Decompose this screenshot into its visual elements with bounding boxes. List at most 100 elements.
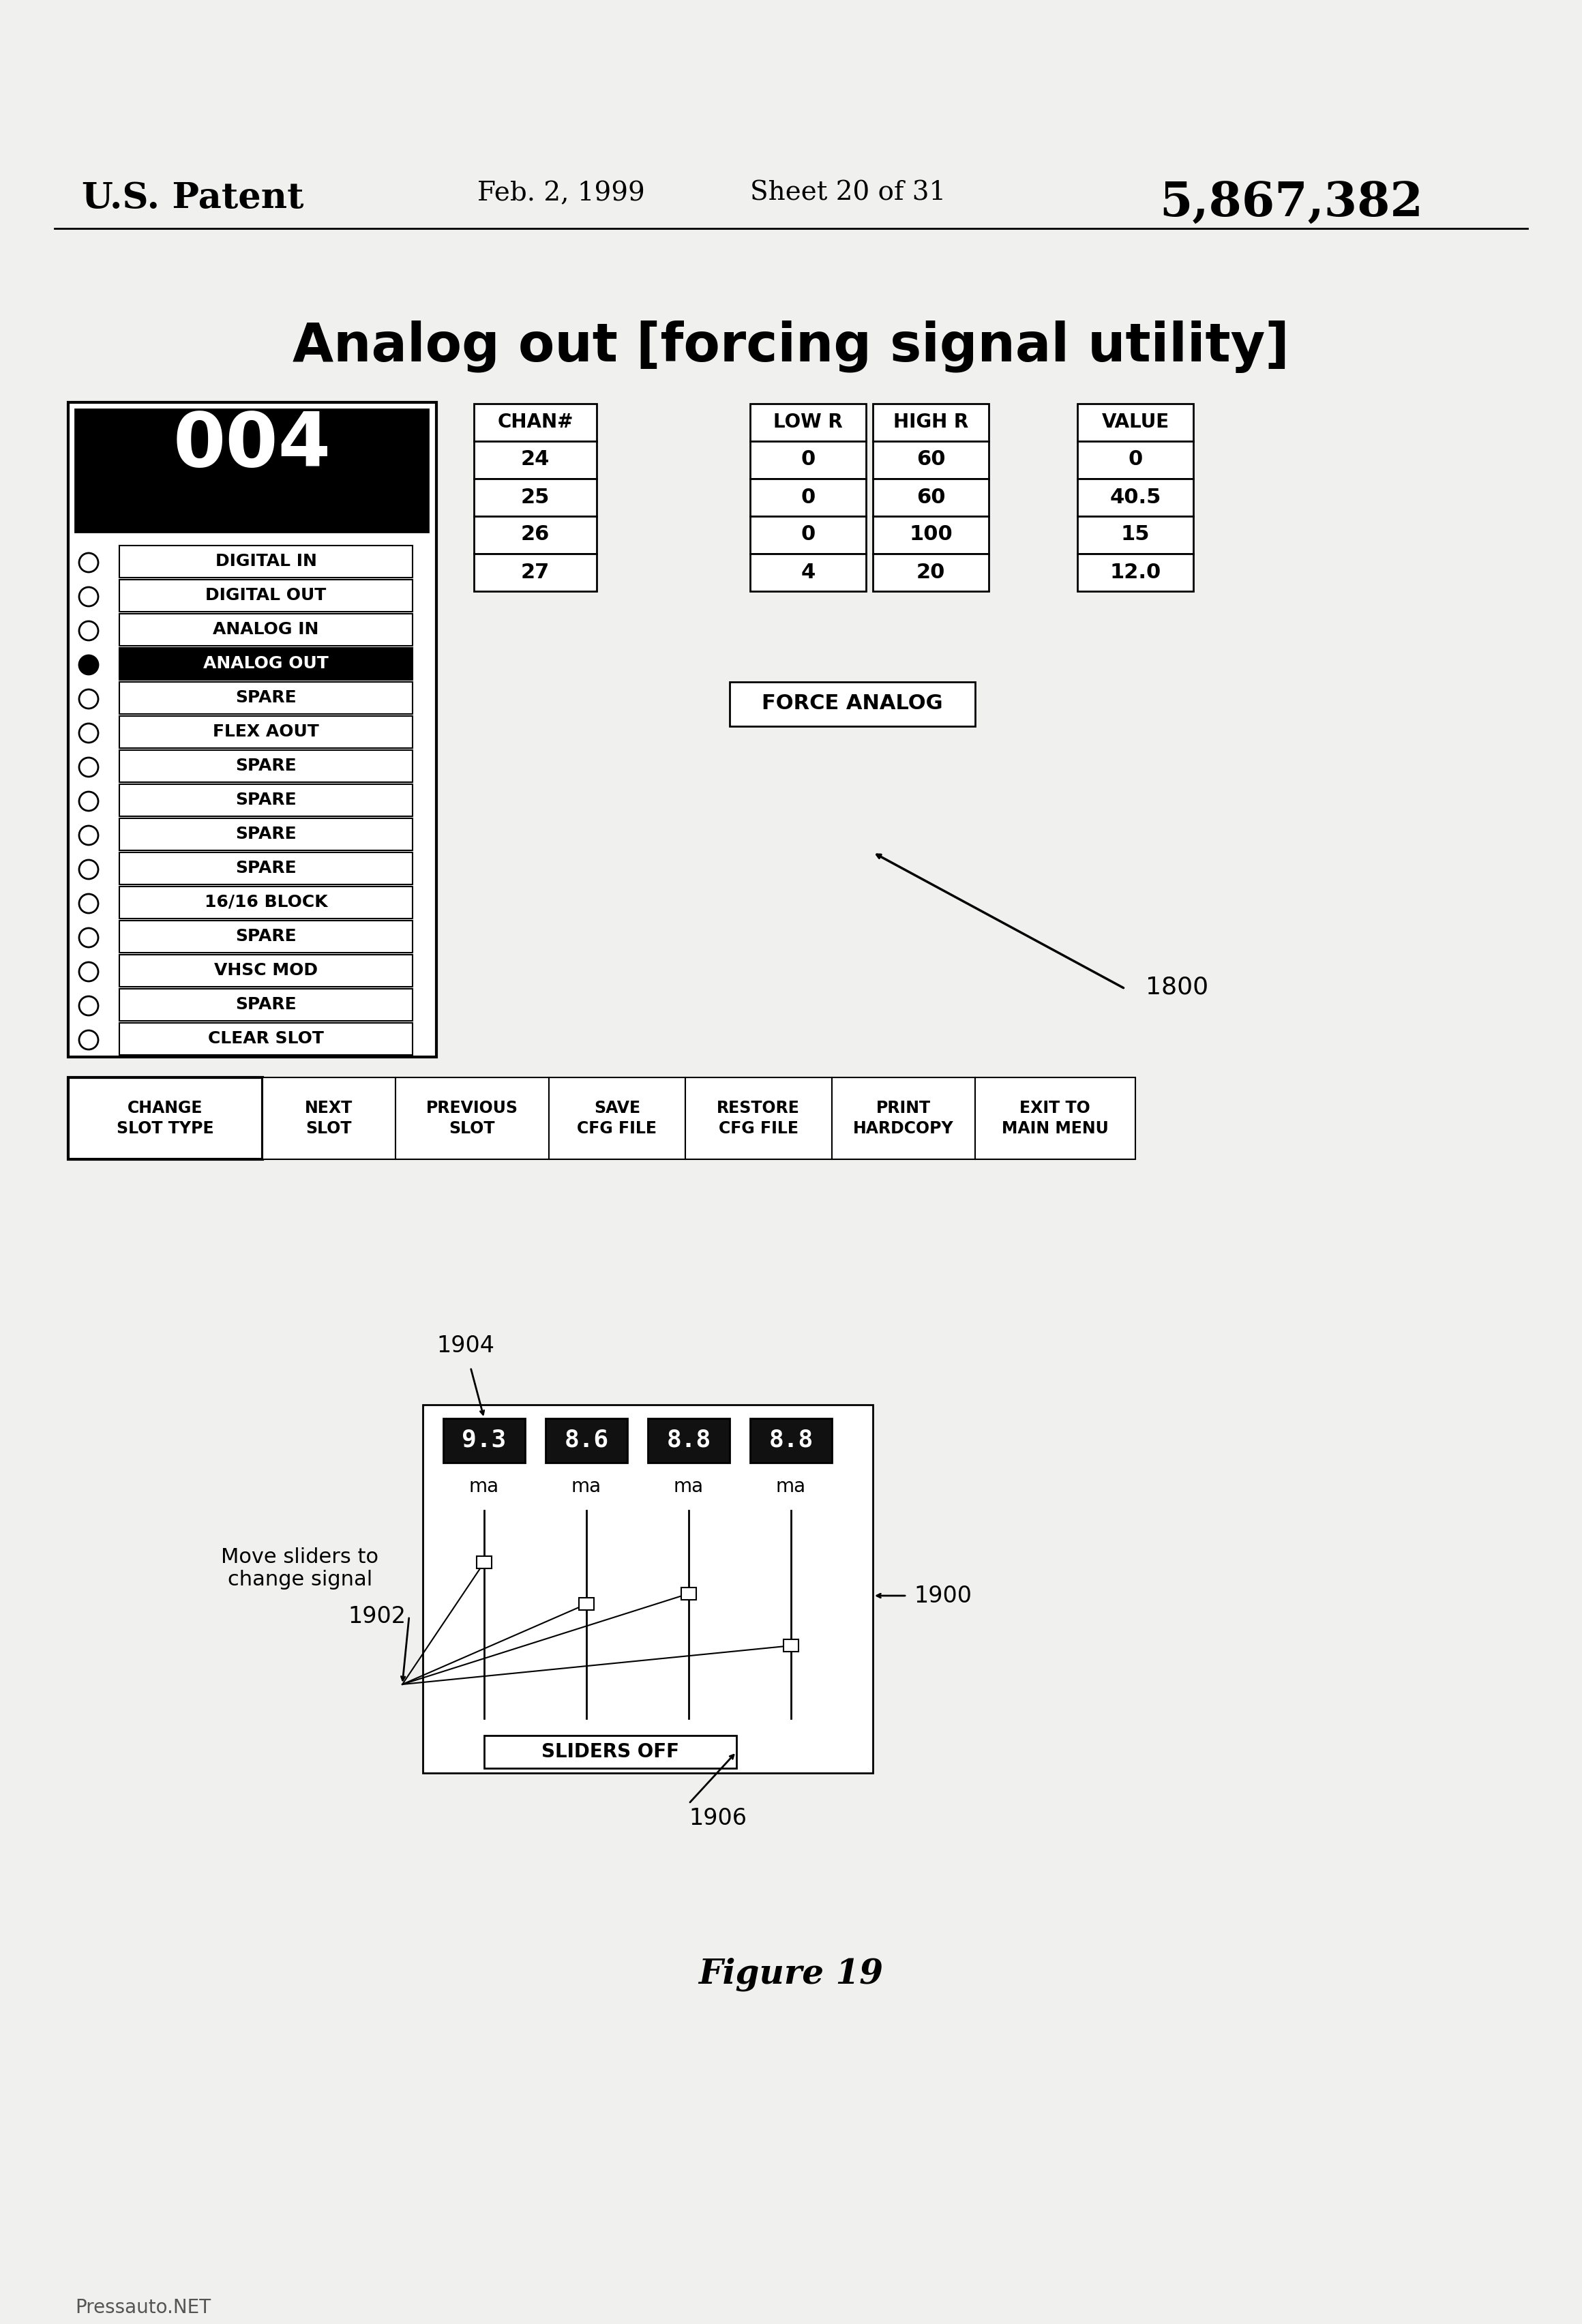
Bar (475, 442, 596, 479)
Text: 12.0: 12.0 (1109, 562, 1161, 581)
Text: 1904: 1904 (437, 1334, 494, 1357)
Text: SAVE
CFG FILE: SAVE CFG FILE (577, 1099, 657, 1136)
Bar (1077, 553, 1193, 590)
Bar (1077, 479, 1193, 516)
Bar (119, 853, 413, 885)
Bar (68, 1078, 263, 1160)
Circle shape (79, 690, 98, 709)
Text: FORCE ANALOG: FORCE ANALOG (763, 695, 943, 713)
Circle shape (79, 895, 98, 913)
Bar (475, 479, 596, 516)
Circle shape (79, 758, 98, 776)
Bar (750, 553, 865, 590)
Text: U.S. Patent: U.S. Patent (82, 181, 304, 216)
Circle shape (79, 792, 98, 811)
Text: CHANGE
SLOT TYPE: CHANGE SLOT TYPE (117, 1099, 214, 1136)
Bar (475, 553, 596, 590)
Text: PREVIOUS
SLOT: PREVIOUS SLOT (426, 1099, 517, 1136)
Bar (119, 885, 413, 918)
Circle shape (79, 962, 98, 981)
Text: HIGH R: HIGH R (894, 414, 968, 432)
Text: 100: 100 (910, 525, 952, 544)
Bar (119, 988, 413, 1020)
Text: 16/16 BLOCK: 16/16 BLOCK (204, 895, 327, 911)
Bar (1077, 442, 1193, 479)
Text: DIGITAL IN: DIGITAL IN (215, 553, 316, 569)
Text: Sheet 20 of 31: Sheet 20 of 31 (750, 181, 946, 207)
Text: FLEX AOUT: FLEX AOUT (214, 723, 320, 739)
Circle shape (79, 621, 98, 641)
Text: ma: ma (775, 1478, 807, 1497)
Bar (873, 479, 989, 516)
Text: CLEAR SLOT: CLEAR SLOT (207, 1030, 324, 1046)
Text: SPARE: SPARE (236, 927, 296, 944)
Bar (750, 516, 865, 553)
Text: CHAN#: CHAN# (497, 414, 573, 432)
Text: 40.5: 40.5 (1109, 488, 1161, 507)
Bar (119, 648, 413, 681)
Text: 0: 0 (800, 488, 815, 507)
Bar (750, 404, 865, 442)
Bar (119, 1023, 413, 1055)
Text: 20: 20 (916, 562, 944, 581)
Circle shape (79, 1030, 98, 1050)
Text: 60: 60 (916, 451, 946, 469)
Bar (68, 402, 437, 1057)
Bar (119, 546, 413, 579)
Text: Move sliders to
change signal: Move sliders to change signal (221, 1548, 378, 1590)
Text: SPARE: SPARE (236, 997, 296, 1013)
Bar (119, 920, 413, 953)
Bar (395, 1078, 549, 1160)
Bar (549, 1078, 685, 1160)
Bar (119, 783, 413, 816)
Text: SPARE: SPARE (236, 690, 296, 706)
Bar (873, 442, 989, 479)
Text: SPARE: SPARE (236, 825, 296, 841)
Text: VALUE: VALUE (1101, 414, 1169, 432)
Bar (475, 404, 596, 442)
Text: RESTORE
CFG FILE: RESTORE CFG FILE (717, 1099, 800, 1136)
Text: 60: 60 (916, 488, 946, 507)
Text: 5,867,382: 5,867,382 (1160, 181, 1424, 225)
Bar (647, 1418, 729, 1462)
Bar (263, 1078, 395, 1160)
Text: ma: ma (470, 1478, 500, 1497)
Bar (579, 1599, 593, 1611)
Text: SPARE: SPARE (236, 860, 296, 876)
Bar (832, 1078, 975, 1160)
Bar (475, 516, 596, 553)
Bar (119, 681, 413, 713)
Text: 9.3: 9.3 (462, 1429, 506, 1452)
Text: 0: 0 (1128, 451, 1142, 469)
Text: 26: 26 (520, 525, 549, 544)
Bar (443, 1418, 525, 1462)
Text: 1900: 1900 (914, 1585, 971, 1606)
Text: 8.6: 8.6 (565, 1429, 609, 1452)
Circle shape (79, 723, 98, 744)
Circle shape (79, 927, 98, 948)
Text: 24: 24 (520, 451, 549, 469)
Text: ANALOG IN: ANALOG IN (214, 621, 320, 637)
Bar (119, 818, 413, 851)
Bar (682, 1587, 696, 1599)
Circle shape (79, 997, 98, 1016)
Text: ANALOG OUT: ANALOG OUT (204, 655, 329, 672)
Circle shape (79, 588, 98, 607)
Text: 1902: 1902 (348, 1606, 407, 1627)
Text: Feb. 2, 1999: Feb. 2, 1999 (478, 181, 645, 207)
Bar (422, 1404, 873, 1773)
Text: 1906: 1906 (688, 1808, 747, 1829)
Bar (729, 681, 975, 725)
Text: DIGITAL OUT: DIGITAL OUT (206, 588, 326, 604)
Bar (873, 404, 989, 442)
Circle shape (79, 655, 98, 674)
Text: 1800: 1800 (1145, 976, 1209, 999)
Bar (873, 516, 989, 553)
Text: Pressauto.NET: Pressauto.NET (74, 2298, 210, 2317)
Text: VHSC MOD: VHSC MOD (214, 962, 318, 978)
Bar (119, 614, 413, 646)
Bar (750, 1418, 832, 1462)
Bar (1077, 404, 1193, 442)
Bar (750, 442, 865, 479)
Bar (975, 1078, 1136, 1160)
